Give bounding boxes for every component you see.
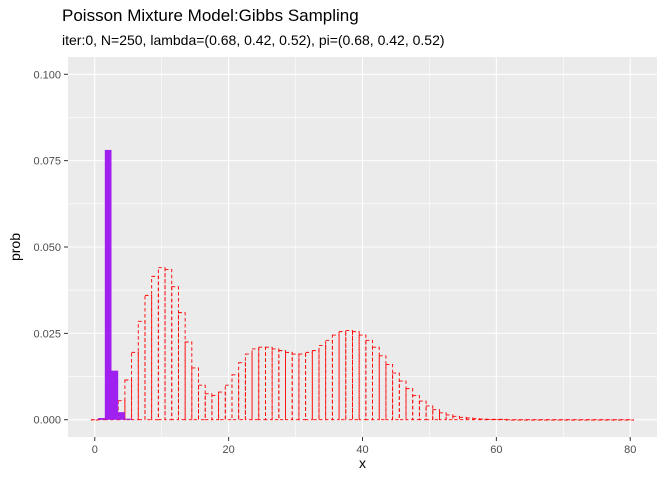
true-prob-bar [459, 416, 467, 421]
true-prob-bar [238, 362, 246, 421]
sampled-prob-bar [124, 418, 132, 420]
true-prob-bar [405, 388, 414, 421]
sampled-prob-bar [118, 412, 125, 420]
true-prob-bar [385, 364, 394, 421]
y-tick-label: 0.100 [33, 69, 61, 81]
y-tick-label: 0.050 [33, 242, 61, 254]
x-tick-label: 20 [223, 444, 235, 456]
true-prob-bar [285, 351, 293, 421]
true-prob-bar [418, 400, 427, 421]
true-prob-bar [278, 350, 286, 421]
true-prob-bar [244, 353, 253, 421]
y-axis-title: prob [7, 233, 23, 261]
true-prob-bar [271, 348, 280, 421]
x-tick-label: 40 [356, 444, 368, 456]
sampled-prob-bar [111, 370, 119, 420]
true-prob-bar [372, 346, 380, 421]
sampled-distribution-bars [98, 149, 132, 420]
true-prob-bar [184, 341, 193, 421]
true-prob-bar [305, 351, 313, 421]
true-distribution-bars [90, 267, 635, 421]
true-prob-bar [311, 350, 320, 421]
true-prob-bar [157, 267, 166, 421]
true-prob-bar [398, 380, 407, 421]
sampled-prob-bar [98, 418, 105, 420]
true-prob-bar [318, 345, 327, 421]
true-prob-bar [291, 353, 300, 421]
true-prob-bar [331, 334, 340, 421]
true-prob-bar [211, 395, 220, 421]
x-tick-label: 80 [624, 444, 636, 456]
true-prob-bar [164, 269, 173, 421]
true-prob-bar [378, 355, 387, 421]
true-prob-bar [439, 412, 447, 421]
true-prob-bar [231, 374, 240, 421]
y-axis: 0.000 0.025 0.050 0.075 0.100 [33, 69, 68, 427]
x-tick-label: 60 [490, 444, 502, 456]
chart-subtitle: iter:0, N=250, lambda=(0.68, 0.42, 0.52)… [62, 32, 445, 48]
y-tick-label: 0.000 [33, 415, 61, 427]
true-prob-bar [352, 331, 360, 421]
chart-title: Poisson Mixture Model:Gibbs Sampling [62, 6, 359, 25]
sampled-prob-bar [104, 149, 112, 420]
true-prob-bar [365, 339, 373, 421]
true-prob-bar [224, 384, 233, 421]
x-tick-label: 0 [92, 444, 98, 456]
y-tick-label: 0.075 [33, 156, 61, 168]
y-tick-label: 0.025 [33, 328, 61, 340]
true-prob-bar [131, 351, 139, 421]
x-axis-title: x [359, 455, 366, 471]
true-prob-bar [325, 339, 333, 421]
true-prob-bar [452, 415, 461, 421]
true-prob-bar [198, 384, 206, 421]
true-prob-bar [432, 409, 440, 421]
true-prob-bar [117, 400, 126, 421]
x-axis: 0 20 40 60 80 [92, 437, 636, 456]
true-prob-bar [298, 353, 307, 421]
